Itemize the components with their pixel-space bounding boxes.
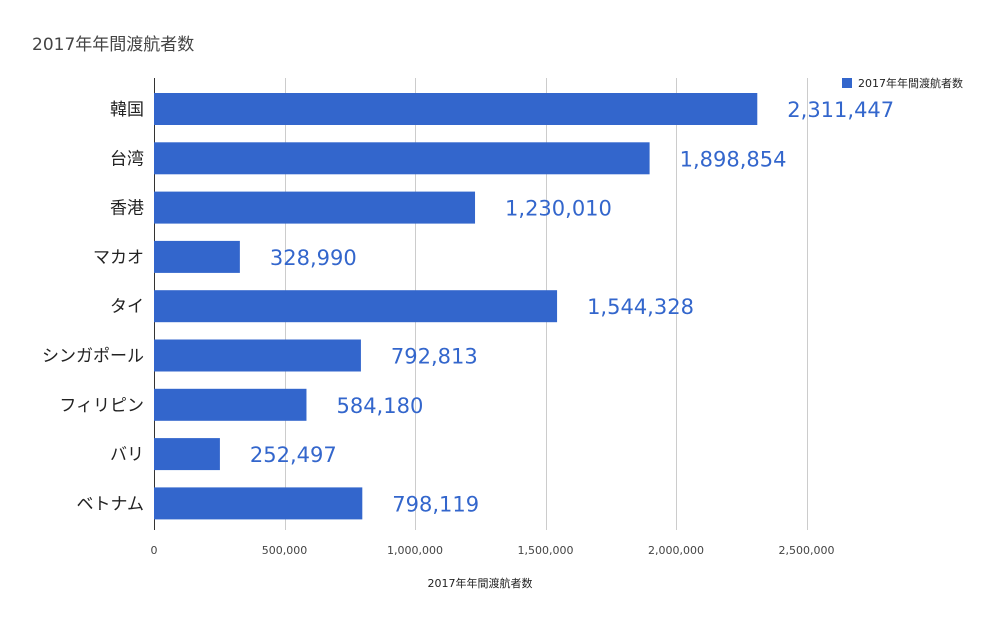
bar bbox=[154, 240, 240, 273]
data-label: 252,497 bbox=[250, 443, 337, 467]
category-label: ベトナム bbox=[77, 494, 145, 514]
data-label: 1,544,328 bbox=[587, 295, 694, 319]
bar bbox=[154, 388, 307, 421]
data-label: 584,180 bbox=[336, 394, 423, 418]
category-label: タイ bbox=[110, 297, 144, 317]
data-label: 1,230,010 bbox=[505, 197, 612, 221]
category-label: シンガポール bbox=[42, 347, 144, 367]
bar bbox=[154, 339, 361, 372]
x-tick-labels: 0 500,000 1,000,000 1,500,000 2,000,000 2,500… bbox=[151, 544, 835, 557]
data-label: 792,813 bbox=[391, 345, 478, 369]
bar bbox=[154, 290, 558, 323]
legend: 2017年年間渡航者数 bbox=[842, 76, 963, 90]
category-label: バリ bbox=[110, 445, 144, 465]
legend-swatch bbox=[842, 78, 852, 88]
legend-label: 2017年年間渡航者数 bbox=[858, 76, 963, 90]
data-label: 798,119 bbox=[392, 492, 479, 516]
category-label: 台湾 bbox=[110, 149, 144, 169]
bars bbox=[154, 93, 758, 520]
chart-title: 2017年年間渡航者数 bbox=[32, 35, 194, 55]
category-label: 韓国 bbox=[110, 100, 144, 120]
x-tick-label: 2,500,000 bbox=[779, 544, 835, 557]
x-axis-title: 2017年年間渡航者数 bbox=[428, 576, 533, 590]
data-label: 2,311,447 bbox=[787, 98, 894, 122]
category-label: マカオ bbox=[93, 248, 144, 268]
bar bbox=[154, 142, 650, 175]
bar bbox=[154, 93, 758, 125]
bar bbox=[154, 487, 363, 520]
bar bbox=[154, 438, 220, 471]
data-label: 328,990 bbox=[270, 246, 357, 270]
category-label: 香港 bbox=[110, 199, 144, 219]
data-labels: 2,311,447 1,898,854 1,230,010 328,990 1,544,… bbox=[250, 98, 894, 516]
x-tick-label: 2,000,000 bbox=[648, 544, 704, 557]
x-tick-label: 500,000 bbox=[262, 544, 308, 557]
x-tick-label: 1,000,000 bbox=[387, 544, 443, 557]
x-tick-label: 0 bbox=[151, 544, 158, 557]
category-label: フィリピン bbox=[59, 396, 144, 416]
x-tick-label: 1,500,000 bbox=[518, 544, 574, 557]
bar bbox=[154, 191, 476, 224]
data-label: 1,898,854 bbox=[680, 147, 787, 171]
